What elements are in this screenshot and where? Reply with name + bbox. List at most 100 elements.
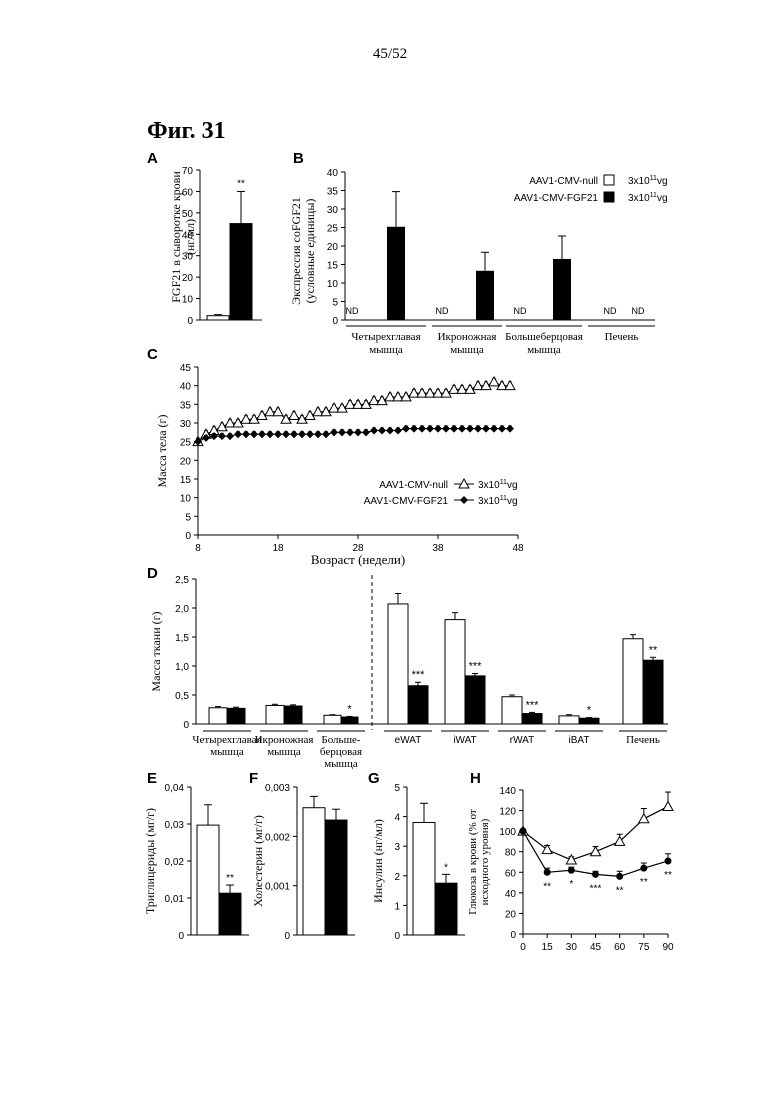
legend-c-0-label: AAV1-CMV-null [379, 480, 448, 491]
y-tick-label: 40 [327, 168, 339, 179]
y-tick-label: 100 [499, 827, 516, 838]
legend-b-0-dose: 3x1011vg [628, 175, 668, 187]
x-tick-label: 18 [272, 543, 284, 554]
category-label: Большеберцовая [505, 331, 583, 343]
x-tick-label: 8 [195, 543, 201, 554]
y-axis-title: исходного уровня) [479, 818, 491, 905]
significance-marker: *** [469, 661, 483, 673]
y-tick-label: 30 [180, 419, 192, 430]
y-tick-label: 15 [180, 475, 192, 486]
data-point-fgf21 [330, 428, 338, 436]
significance-marker: ** [543, 881, 551, 892]
significance-marker: *** [526, 699, 540, 711]
bar-d-fgf21 [341, 717, 358, 724]
data-point-null [566, 855, 576, 864]
panel-label-e: E [147, 770, 157, 787]
x-tick-label: 15 [542, 942, 554, 953]
data-point-fgf21 [370, 426, 378, 434]
y-tick-label: 1 [394, 901, 400, 912]
data-point-fgf21 [434, 425, 442, 433]
y-axis-title: Холестерин (мг/г) [251, 815, 265, 907]
significance-marker: *** [590, 883, 602, 894]
bar-null [303, 808, 325, 935]
y-tick-label: 0,04 [165, 783, 185, 794]
x-tick-label: 0 [520, 942, 526, 953]
data-point-fgf21 [426, 425, 434, 433]
data-point-null [639, 814, 649, 823]
figure-panels: AFGF21 в сыворотке крови(нг/мл)010203040… [0, 0, 780, 1103]
data-point-fgf21 [592, 871, 599, 878]
data-point-fgf21 [362, 428, 370, 436]
y-tick-label: 0 [178, 931, 184, 942]
data-point-null [591, 847, 601, 856]
y-tick-label: 60 [505, 868, 517, 879]
bar-d-null [445, 620, 465, 724]
legend-c-1-label: AAV1-CMV-FGF21 [364, 496, 449, 507]
data-point-fgf21 [250, 430, 258, 438]
y-tick-label: 25 [180, 438, 192, 449]
data-point-fgf21 [520, 828, 527, 835]
data-point-fgf21 [418, 425, 426, 433]
y-tick-label: 10 [182, 295, 194, 306]
data-point-null [542, 845, 552, 854]
panel-label-g: G [368, 770, 380, 787]
legend-c-0-dose: 3x1011vg [478, 479, 518, 491]
y-tick-label: 80 [505, 848, 517, 859]
y-axis-title: Масса ткани (г) [149, 611, 163, 691]
y-axis-title: Глюкоза в крови (% от [467, 809, 479, 915]
data-point-fgf21 [568, 867, 575, 874]
category-label: мышца [450, 344, 484, 356]
y-tick-label: 25 [327, 224, 339, 235]
y-tick-label: 0,001 [265, 882, 290, 893]
data-point-fgf21 [346, 428, 354, 436]
data-point-fgf21 [258, 430, 266, 438]
data-point-fgf21 [616, 873, 623, 880]
bar-d-null [623, 639, 643, 724]
nd-label: ND [632, 306, 645, 316]
significance-marker: * [444, 862, 448, 873]
y-tick-label: 0 [510, 930, 516, 941]
y-tick-label: 30 [327, 205, 339, 216]
x-tick-label: 48 [512, 543, 524, 554]
significance-marker: ** [237, 178, 245, 189]
y-tick-label: 20 [505, 909, 517, 920]
data-point-fgf21 [490, 425, 498, 433]
legend-b-1-label: AAV1-CMV-FGF21 [514, 193, 599, 204]
category-label: iBAT [569, 735, 590, 746]
y-axis-title: Триглицериды (мг/г) [143, 808, 157, 914]
y-tick-label: 5 [394, 783, 400, 794]
legend-c-1-dose: 3x1011vg [478, 495, 518, 507]
y-tick-label: 0,01 [165, 894, 185, 905]
data-point-fgf21 [322, 430, 330, 438]
x-tick-label: 90 [662, 942, 674, 953]
y-tick-label: 40 [505, 889, 517, 900]
category-label: iWAT [453, 735, 476, 746]
data-point-fgf21 [266, 430, 274, 438]
data-point-null [663, 801, 673, 810]
data-point-fgf21 [482, 425, 490, 433]
y-tick-label: 0,003 [265, 783, 290, 794]
panel-label-c: C [147, 346, 158, 363]
y-tick-label: 45 [180, 363, 192, 374]
bar-d-fgf21 [408, 686, 428, 724]
significance-marker: * [587, 705, 592, 717]
data-point-fgf21 [290, 430, 298, 438]
y-tick-label: 140 [499, 786, 516, 797]
legend-swatch [604, 175, 614, 185]
data-point-fgf21 [242, 430, 250, 438]
bar-b-fgf21 [387, 227, 405, 320]
x-tick-label: 38 [432, 543, 444, 554]
y-tick-label: 0 [183, 720, 189, 731]
y-tick-label: 0 [332, 316, 338, 327]
y-tick-label: 40 [182, 230, 194, 241]
y-tick-label: 0 [284, 931, 290, 942]
bar-d-null [502, 697, 522, 724]
legend-b-0-label: AAV1-CMV-null [529, 176, 598, 187]
legend-swatch [604, 192, 614, 202]
y-tick-label: 0,02 [165, 857, 185, 868]
y-tick-label: 0 [185, 531, 191, 542]
bar-d-null [324, 715, 341, 724]
significance-marker: *** [412, 669, 426, 681]
y-tick-label: 0,5 [175, 691, 189, 702]
data-point-fgf21 [402, 425, 410, 433]
